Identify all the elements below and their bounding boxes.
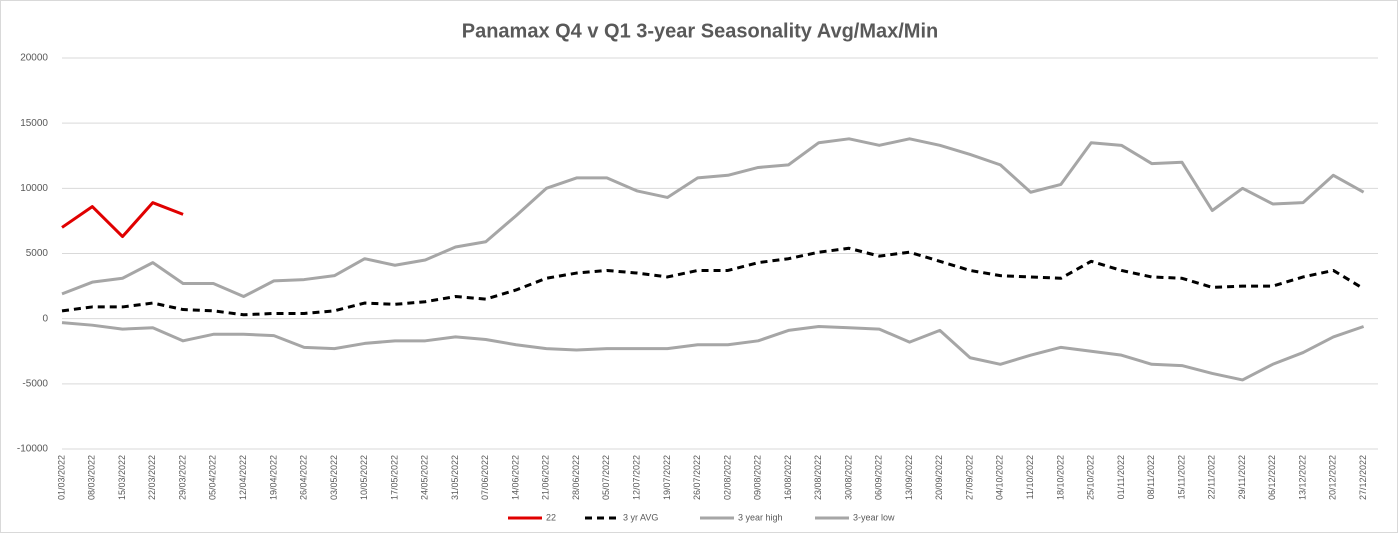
series-line [61, 321, 1365, 382]
y-tick-label: -5000 [22, 378, 48, 389]
y-tick-label: 5000 [26, 248, 49, 259]
x-tick-label: 12/04/2022 [238, 455, 248, 500]
x-tick-label: 22/03/2022 [147, 455, 157, 500]
x-tick-label: 25/10/2022 [1086, 455, 1096, 500]
x-tick-label: 06/09/2022 [874, 455, 884, 500]
x-tick-label: 08/11/2022 [1146, 455, 1156, 499]
x-tick-label: 05/07/2022 [601, 455, 611, 500]
x-tick-label: 31/05/2022 [450, 455, 460, 500]
x-tick-label: 08/03/2022 [87, 455, 97, 500]
x-tick-label: 21/06/2022 [541, 455, 551, 500]
x-tick-label: 27/12/2022 [1358, 455, 1368, 500]
series-line [61, 201, 184, 239]
series-line [61, 137, 1365, 299]
x-tick-label: 19/04/2022 [268, 455, 278, 500]
x-tick-label: 24/05/2022 [420, 455, 430, 500]
series-line [61, 246, 1365, 317]
x-tick-label: 29/11/2022 [1237, 455, 1247, 499]
x-tick-label: 15/11/2022 [1176, 455, 1186, 499]
y-tick-label: -10000 [17, 444, 49, 455]
x-tick-label: 02/08/2022 [722, 455, 732, 500]
x-tick-label: 12/07/2022 [632, 455, 642, 500]
y-tick-label: 10000 [20, 183, 48, 194]
chart-title: Panamax Q4 v Q1 3-year Seasonality Avg/M… [462, 20, 939, 42]
x-tick-label: 17/05/2022 [389, 455, 399, 500]
x-tick-label: 13/12/2022 [1297, 455, 1307, 500]
x-tick-label: 20/09/2022 [934, 455, 944, 500]
x-tick-label: 11/10/2022 [1025, 455, 1035, 499]
x-tick-label: 01/03/2022 [56, 455, 66, 500]
y-tick-label: 15000 [20, 118, 48, 129]
legend-label: 3 year high [738, 512, 783, 522]
x-tick-label: 10/05/2022 [359, 455, 369, 500]
legend-label: 3-year low [853, 512, 895, 522]
legend-label: 22 [546, 512, 556, 522]
x-tick-label: 20/12/2022 [1328, 455, 1338, 500]
x-tick-label: 13/09/2022 [904, 455, 914, 500]
y-tick-label: 20000 [20, 53, 48, 64]
x-tick-label: 03/05/2022 [329, 455, 339, 500]
x-tick-label: 07/06/2022 [480, 455, 490, 500]
x-tick-label: 16/08/2022 [783, 455, 793, 500]
x-tick-label: 29/03/2022 [177, 455, 187, 500]
x-tick-label: 18/10/2022 [1055, 455, 1065, 500]
x-tick-label: 05/04/2022 [208, 455, 218, 500]
x-tick-label: 28/06/2022 [571, 455, 581, 500]
x-tick-label: 23/08/2022 [813, 455, 823, 500]
x-tick-label: 14/06/2022 [510, 455, 520, 500]
x-tick-label: 01/11/2022 [1116, 455, 1126, 499]
x-tick-label: 06/12/2022 [1267, 455, 1277, 500]
x-tick-label: 30/08/2022 [843, 455, 853, 500]
x-tick-label: 22/11/2022 [1207, 455, 1217, 499]
y-tick-label: 0 [42, 313, 48, 324]
x-tick-label: 27/09/2022 [964, 455, 974, 500]
x-tick-label: 09/08/2022 [753, 455, 763, 500]
x-tick-label: 04/10/2022 [995, 455, 1005, 500]
x-tick-label: 26/07/2022 [692, 455, 702, 500]
x-tick-label: 26/04/2022 [299, 455, 309, 500]
x-tick-label: 15/03/2022 [117, 455, 127, 500]
x-tick-label: 19/07/2022 [662, 455, 672, 500]
legend-label: 3 yr AVG [623, 512, 658, 522]
